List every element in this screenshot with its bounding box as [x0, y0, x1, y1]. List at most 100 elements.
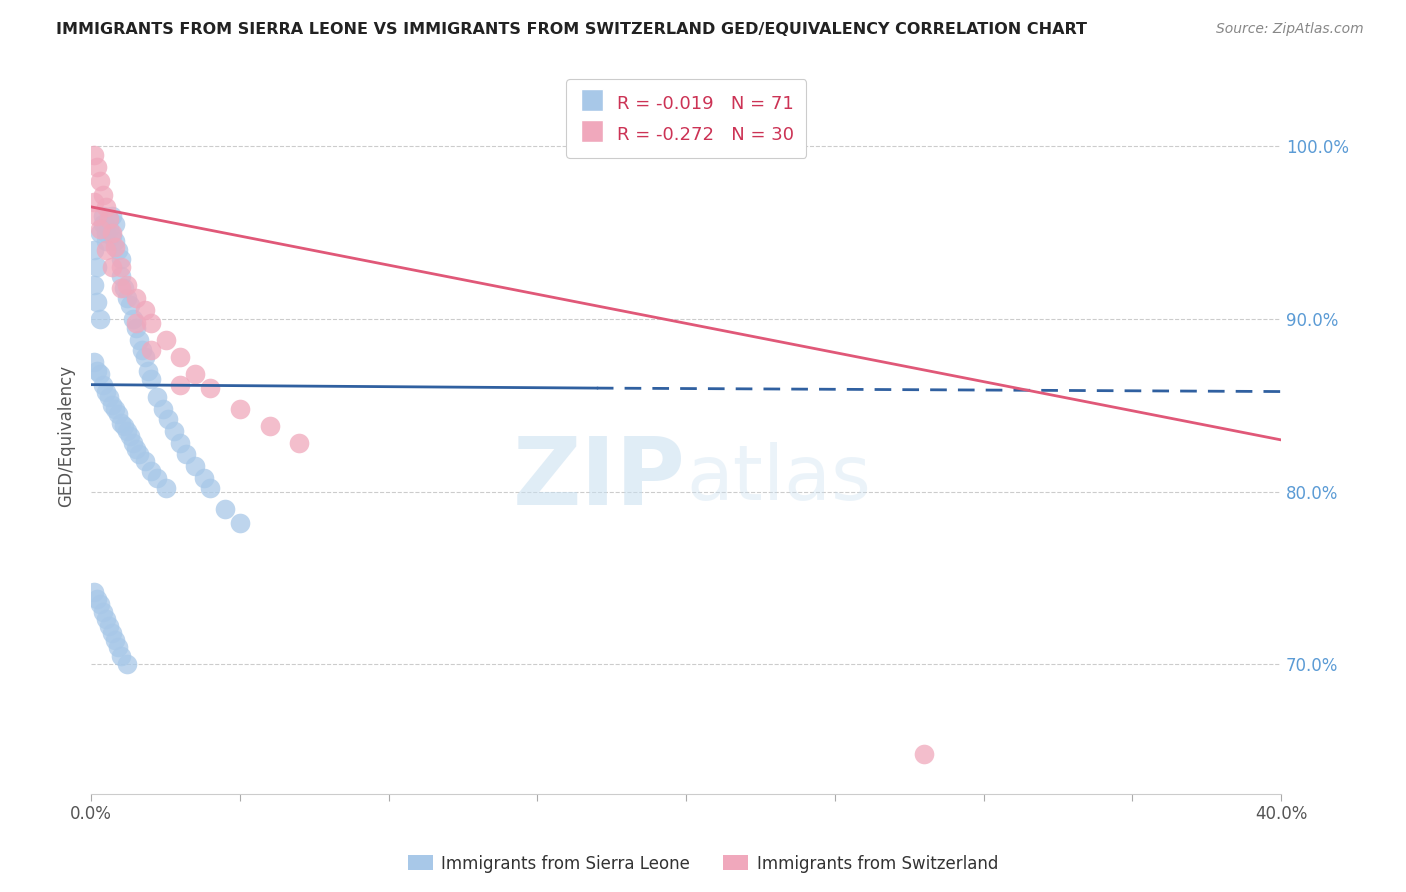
Point [118, 298, 141, 312]
Point [83, 243, 105, 257]
Point [101, 226, 124, 240]
Point [110, 260, 132, 275]
Point [115, 657, 138, 672]
Text: IMMIGRANTS FROM SIERRA LEONE VS IMMIGRANTS FROM SWITZERLAND GED/EQUIVALENCY CORR: IMMIGRANTS FROM SIERRA LEONE VS IMMIGRAN… [56, 22, 1087, 37]
Point [128, 333, 150, 347]
Point [288, 436, 311, 450]
Point [94, 226, 117, 240]
Point [121, 312, 143, 326]
Point [83, 194, 105, 209]
Point [94, 235, 117, 249]
Point [193, 471, 215, 485]
Point [107, 243, 129, 257]
Point [83, 355, 105, 369]
Point [110, 281, 132, 295]
Point [131, 343, 153, 358]
Point [89, 226, 111, 240]
Legend: Immigrants from Sierra Leone, Immigrants from Switzerland: Immigrants from Sierra Leone, Immigrants… [401, 848, 1005, 880]
Point [139, 343, 162, 358]
Point [152, 401, 174, 416]
Point [259, 419, 281, 434]
Point [91, 209, 114, 223]
Point [86, 294, 108, 309]
Point [86, 209, 108, 223]
Point [229, 401, 252, 416]
Point [91, 187, 114, 202]
Point [125, 442, 148, 456]
Point [198, 381, 221, 395]
Point [176, 447, 198, 461]
Point [86, 591, 108, 606]
Text: Source: ZipAtlas.com: Source: ZipAtlas.com [1216, 22, 1364, 37]
Point [101, 209, 124, 223]
Point [134, 350, 156, 364]
Point [115, 424, 138, 438]
Point [155, 481, 177, 495]
Point [89, 174, 111, 188]
Text: atlas: atlas [686, 442, 870, 516]
Point [101, 626, 124, 640]
Point [169, 436, 191, 450]
Point [184, 368, 207, 382]
Point [112, 281, 135, 295]
Point [229, 516, 252, 530]
Point [145, 471, 167, 485]
Point [110, 268, 132, 283]
Point [118, 429, 141, 443]
Point [104, 235, 127, 249]
Point [104, 401, 127, 416]
Point [169, 350, 191, 364]
Point [86, 364, 108, 378]
Point [163, 424, 186, 438]
Point [104, 239, 127, 253]
Point [110, 648, 132, 663]
Point [94, 243, 117, 257]
Point [91, 217, 114, 231]
Point [134, 303, 156, 318]
Point [89, 222, 111, 236]
Point [101, 260, 124, 275]
Point [184, 458, 207, 473]
Point [128, 447, 150, 461]
Y-axis label: GED/Equivalency: GED/Equivalency [58, 365, 75, 507]
Point [98, 211, 121, 226]
Point [94, 200, 117, 214]
Point [139, 372, 162, 386]
Point [98, 211, 121, 226]
Point [121, 436, 143, 450]
Point [198, 481, 221, 495]
Point [107, 640, 129, 654]
Point [214, 502, 236, 516]
Point [83, 277, 105, 292]
Point [89, 597, 111, 611]
Point [101, 229, 124, 244]
Point [125, 316, 148, 330]
Point [145, 390, 167, 404]
Point [94, 384, 117, 399]
Point [104, 633, 127, 648]
Point [86, 160, 108, 174]
Point [139, 464, 162, 478]
Point [98, 222, 121, 236]
Point [104, 217, 127, 231]
Point [115, 277, 138, 292]
Point [110, 252, 132, 266]
Point [91, 606, 114, 620]
Point [107, 407, 129, 421]
Point [125, 291, 148, 305]
Point [89, 312, 111, 326]
Point [110, 416, 132, 430]
Point [89, 368, 111, 382]
Point [115, 291, 138, 305]
Point [83, 148, 105, 162]
Point [94, 612, 117, 626]
Point [91, 377, 114, 392]
Point [169, 377, 191, 392]
Point [98, 390, 121, 404]
Point [101, 398, 124, 412]
Point [134, 453, 156, 467]
Point [125, 320, 148, 334]
Point [83, 584, 105, 599]
Point [136, 364, 159, 378]
Point [98, 619, 121, 633]
